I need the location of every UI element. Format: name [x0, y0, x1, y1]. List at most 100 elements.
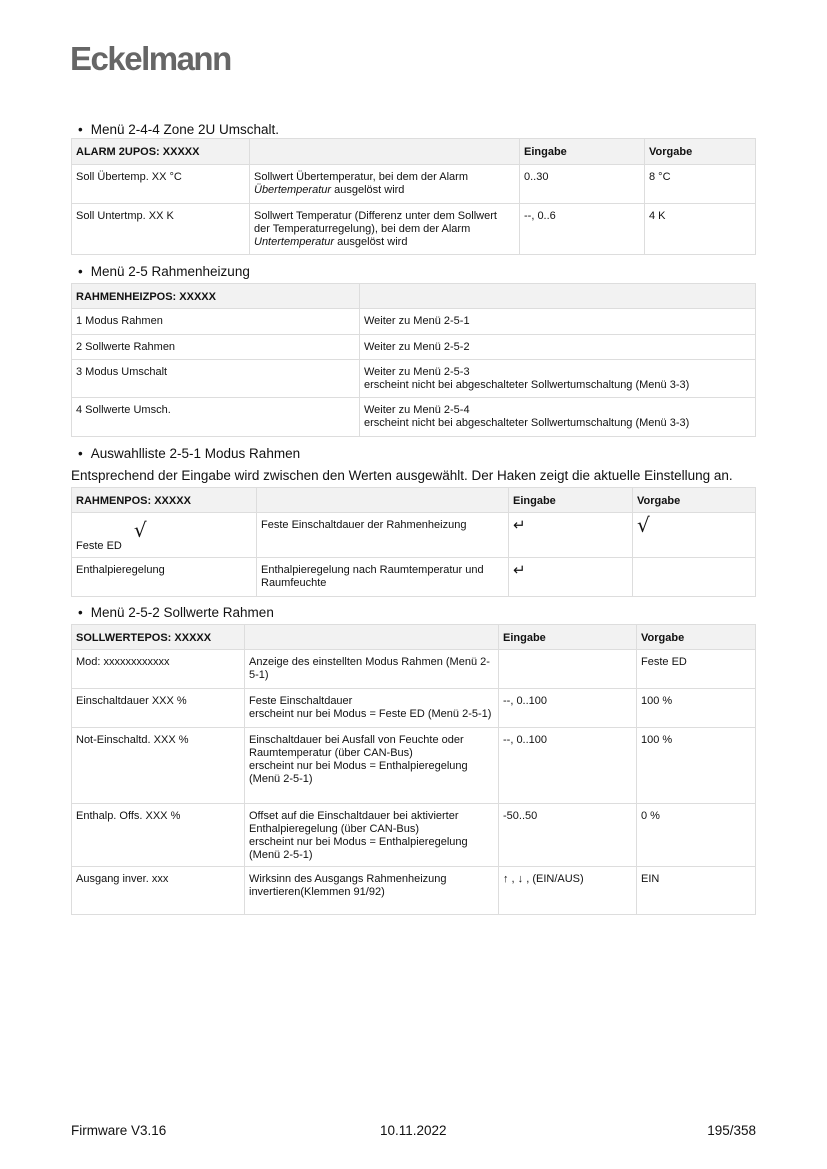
description-line: erscheint nur bei Modus = Enthalpieregel…	[249, 760, 468, 785]
heading-auswahlliste-2-5-1: Auswahlliste 2-5-1 Modus Rahmen	[78, 446, 300, 461]
table-rahmenpos: RAHMENPOS: XXXXX Eingabe Vorgabe Feste ED√ F…	[71, 487, 756, 597]
table-cell: Not-Einschaltd. XXX %	[71, 727, 245, 804]
table-row: Not-Einschaltd. XXX % Einschaltdauer bei …	[71, 727, 756, 804]
description-cell: Enthalpieregelung nach Raumtemperatur un…	[256, 557, 509, 597]
checkmark-icon: √	[632, 512, 756, 558]
description-line: Weiter zu Menü 2-5-4	[364, 404, 470, 416]
description-line: Feste Einschaltdauer der Rahmenheizung	[261, 519, 467, 531]
header-cell: RAHMENPOS: XXXXX	[71, 487, 257, 513]
table-cell: --, 0..100	[498, 688, 637, 728]
eckelmann-logo: Eckelmann	[70, 40, 232, 77]
arrow-options: ↑ , ↓ , (EIN/AUS)	[503, 873, 584, 885]
description-cell: Feste Einschaltdauer erscheint nur bei Mo…	[244, 688, 499, 728]
table-row: Soll Untertmp. XX K Sollwert Temperatur (…	[71, 203, 756, 255]
table-cell: 3 Modus Umschalt	[71, 359, 360, 398]
header-cell: Eingabe	[519, 138, 645, 165]
description-line: Weiter zu Menü 2-5-2	[364, 341, 470, 353]
table-row: Ausgang inver. xxx Wirksinn des Ausgangs …	[71, 866, 756, 915]
checkmark-icon: √	[133, 518, 147, 542]
header-cell: Eingabe	[498, 624, 637, 650]
description-line: Weiter zu Menü 2-5-3	[364, 366, 470, 378]
table-row: Einschaltdauer XXX % Feste Einschaltdauer…	[71, 688, 756, 728]
footer-firmware: Firmware V3.16	[71, 1123, 167, 1138]
table-cell: Ausgang inver. xxx	[71, 866, 245, 915]
heading-menu-2-5: Menü 2-5 Rahmenheizung	[78, 264, 250, 279]
header-cell: Vorgabe	[644, 138, 756, 165]
heading-menu-2-4-4: Menü 2-4-4 Zone 2U Umschalt.	[78, 122, 279, 137]
header-cell: ALARM 2UPOS: XXXXX	[71, 138, 250, 165]
footer-date: 10.11.2022	[380, 1123, 447, 1138]
table-header-row: RAHMENHEIZPOS: XXXXX	[71, 283, 756, 309]
table-sollwertepos: SOLLWERTEPOS: XXXXX Eingabe Vorgabe Mod: xx…	[71, 624, 756, 915]
table-row: 2 Sollwerte Rahmen Weiter zu Menü 2-5-2	[71, 334, 756, 360]
table-cell: Enthalpieregelung	[71, 557, 257, 597]
option-label: Feste ED	[76, 540, 122, 552]
description-line: erscheint nicht bei abgeschalteter Sollw…	[364, 379, 690, 391]
header-cell	[256, 487, 509, 513]
table-cell: 0..30	[519, 164, 645, 204]
header-cell	[249, 138, 520, 165]
table-cell	[498, 649, 637, 689]
table-header-row: RAHMENPOS: XXXXX Eingabe Vorgabe	[71, 487, 756, 513]
description-line: Sollwert Temperatur (Differenz unter dem…	[254, 210, 497, 235]
table-cell: 1 Modus Rahmen	[71, 308, 360, 335]
table-row: 1 Modus Rahmen Weiter zu Menü 2-5-1	[71, 308, 756, 335]
emphasis-term: Untertemperatur	[254, 236, 335, 248]
table-cell: 2 Sollwerte Rahmen	[71, 334, 360, 360]
description-line: Enthalpieregelung nach Raumtemperatur un…	[261, 564, 484, 589]
table-rahmenheizpos: RAHMENHEIZPOS: XXXXX 1 Modus Rahmen Weiter…	[71, 283, 756, 437]
header-cell: Eingabe	[508, 487, 633, 513]
table-row: Enthalpieregelung Enthalpieregelung nach …	[71, 557, 756, 597]
description-cell: Sollwert Temperatur (Differenz unter dem…	[249, 203, 520, 255]
table-cell: --, 0..100	[498, 727, 637, 804]
table-cell: Soll Übertemp. XX °C	[71, 164, 250, 204]
description-line: Einschaltdauer bei Ausfall von Feuchte o…	[249, 734, 464, 759]
table-alarm-2upos: ALARM 2UPOS: XXXXX Eingabe Vorgabe Soll Übe…	[71, 138, 756, 255]
table-cell: Mod: xxxxxxxxxxxx	[71, 649, 245, 689]
intro-text: Entsprechend der Eingabe wird zwischen d…	[71, 468, 733, 483]
description-cell: Offset auf die Einschaltdauer bei aktivi…	[244, 803, 499, 867]
table-cell: 4 Sollwerte Umsch.	[71, 397, 360, 437]
description-cell: Sollwert Übertemperatur, bei dem der Ala…	[249, 164, 520, 204]
description-cell: Weiter zu Menü 2-5-4 erscheint nicht bei …	[359, 397, 756, 437]
description-cell: Weiter zu Menü 2-5-1	[359, 308, 756, 335]
table-row: Mod: xxxxxxxxxxxx Anzeige des einstellten…	[71, 649, 756, 689]
description-cell: Weiter zu Menü 2-5-2	[359, 334, 756, 360]
enter-icon: ↵	[508, 557, 633, 597]
table-cell: 8 °C	[644, 164, 756, 204]
table-cell: EIN	[636, 866, 756, 915]
description-line: Sollwert Übertemperatur, bei dem der Ala…	[254, 171, 468, 183]
checkmark-icon	[632, 557, 756, 597]
footer-page-number: 195/358	[707, 1123, 756, 1138]
description-cell: Einschaltdauer bei Ausfall von Feuchte o…	[244, 727, 499, 804]
description-line: Anzeige des einstellten Modus Rahmen (Me…	[249, 656, 490, 681]
table-row: Enthalp. Offs. XXX % Offset auf die Einsc…	[71, 803, 756, 867]
description-line: Untertemperatur ausgelöst wird	[254, 236, 408, 248]
heading-menu-2-5-2: Menü 2-5-2 Sollwerte Rahmen	[78, 605, 274, 620]
eingabe-cell: ↑ , ↓ , (EIN/AUS)	[498, 866, 637, 915]
table-cell: 0 %	[636, 803, 756, 867]
table-row: 3 Modus Umschalt Weiter zu Menü 2-5-3 ersc…	[71, 359, 756, 398]
header-cell: Vorgabe	[636, 624, 756, 650]
option-cell: Feste ED √	[71, 512, 257, 558]
table-cell: Soll Untertmp. XX K	[71, 203, 250, 255]
description-line: erscheint nicht bei abgeschalteter Sollw…	[364, 417, 690, 429]
table-row: Soll Übertemp. XX °C Sollwert Übertempera…	[71, 164, 756, 204]
description-cell: Wirksinn des Ausgangs Rahmenheizung inve…	[244, 866, 499, 915]
table-cell: -50..50	[498, 803, 637, 867]
description-line: erscheint nur bei Modus = Enthalpieregel…	[249, 836, 468, 861]
description-cell: Feste Einschaltdauer der Rahmenheizung	[256, 512, 509, 558]
table-cell: Feste ED	[636, 649, 756, 689]
description-line: Übertemperatur ausgelöst wird	[254, 184, 405, 196]
description-cell: Anzeige des einstellten Modus Rahmen (Me…	[244, 649, 499, 689]
emphasis-term: Übertemperatur	[254, 184, 332, 196]
table-cell: --, 0..6	[519, 203, 645, 255]
table-row: 4 Sollwerte Umsch. Weiter zu Menü 2-5-4 er…	[71, 397, 756, 437]
table-row: Feste ED √ Feste Einschaltdauer der Rahmen…	[71, 512, 756, 558]
description-line: Feste Einschaltdauer	[249, 695, 353, 707]
description-line: erscheint nur bei Modus = Feste ED (Menü…	[249, 708, 492, 720]
enter-icon: ↵	[508, 512, 633, 558]
table-cell: 100 %	[636, 688, 756, 728]
table-cell: 4 K	[644, 203, 756, 255]
